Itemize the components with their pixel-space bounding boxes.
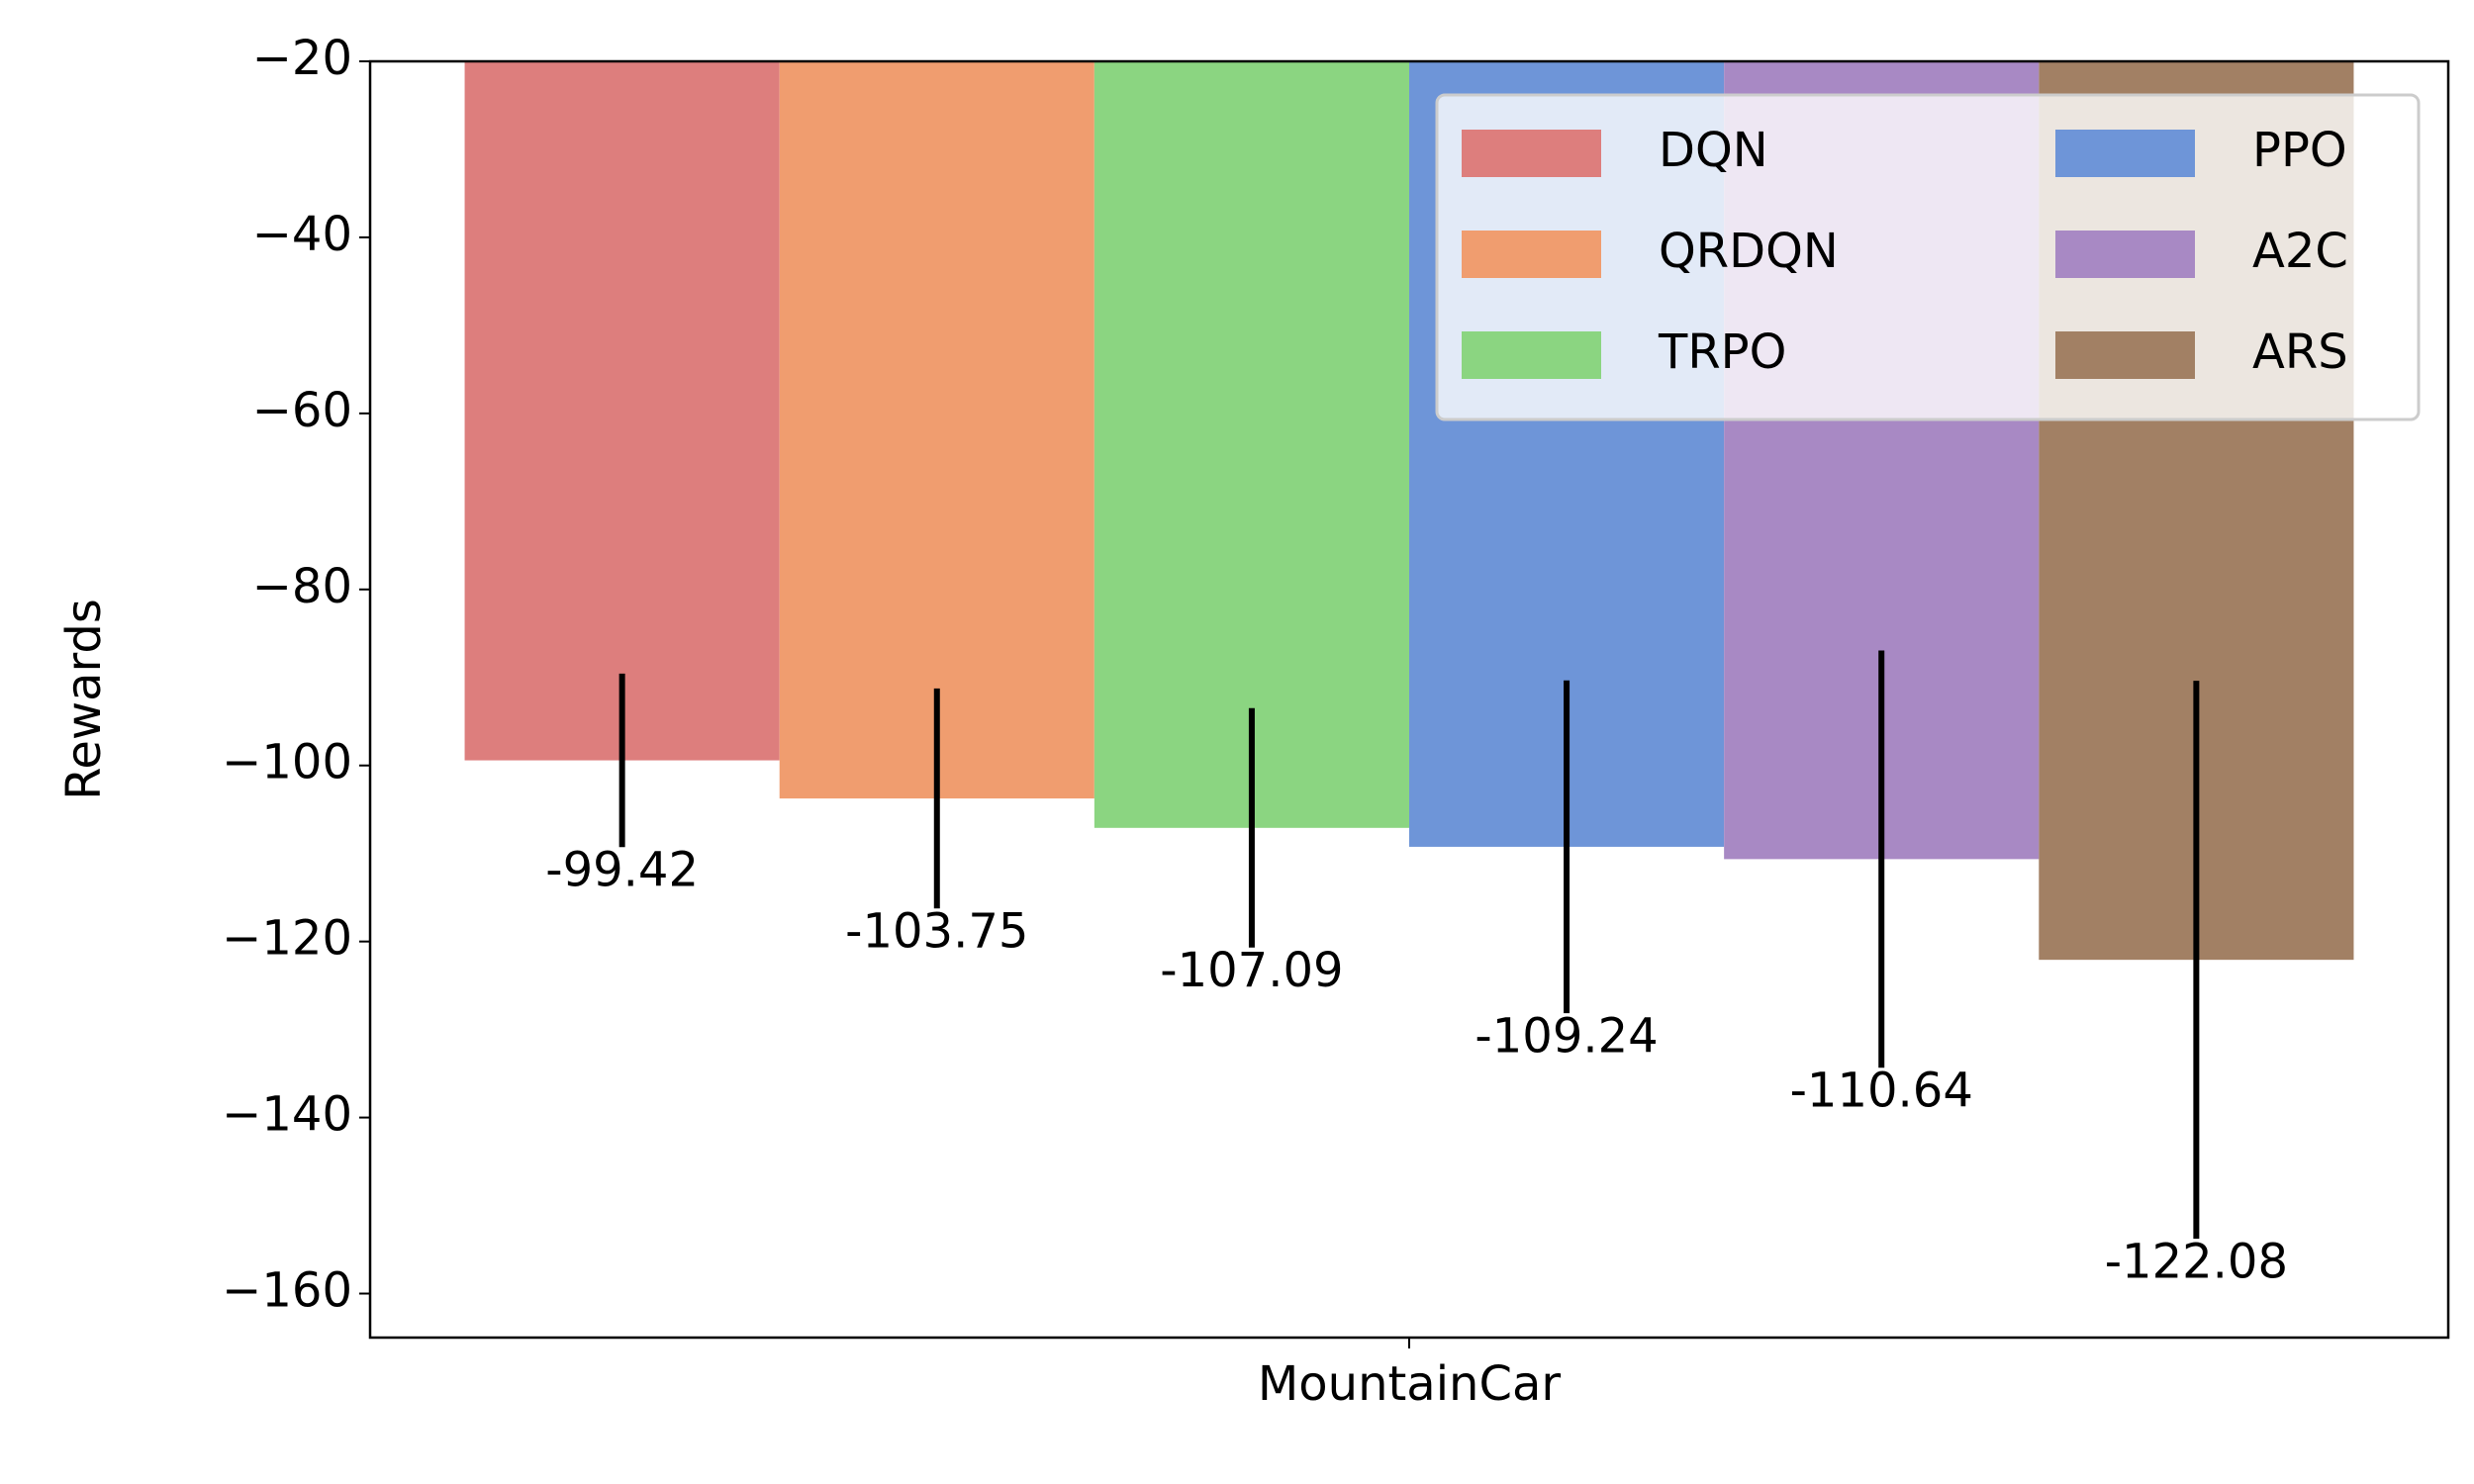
legend-swatch [1462, 130, 1601, 177]
legend-swatch [1462, 331, 1601, 379]
x-tick-label: MountainCar [1258, 1356, 1562, 1412]
legend-label: DQN [1659, 123, 1768, 178]
legend-label: QRDQN [1659, 224, 1839, 279]
legend-swatch [1462, 231, 1601, 278]
value-label: -103.75 [845, 903, 1028, 959]
y-tick-label: −100 [222, 735, 352, 790]
y-tick-label: −40 [252, 207, 352, 262]
y-tick-label: −80 [252, 559, 352, 614]
plot-frame [368, 59, 2450, 1340]
legend-label: PPO [2252, 123, 2347, 178]
y-tick-label: −120 [222, 911, 352, 967]
y-tick-label: −140 [222, 1087, 352, 1143]
legend-swatch [2055, 231, 2195, 278]
bar [779, 61, 1094, 799]
y-tick-label: −160 [222, 1263, 352, 1319]
legend-label: TRPO [1658, 325, 1786, 380]
bar [464, 61, 780, 761]
value-label: -107.09 [1160, 943, 1343, 998]
bar [1094, 61, 1409, 828]
value-label: -99.42 [545, 842, 699, 897]
value-label: -122.08 [2105, 1234, 2288, 1289]
value-label: -110.64 [1790, 1063, 1973, 1118]
legend-swatch [2055, 331, 2195, 379]
legend-swatch [2055, 130, 2195, 177]
y-tick-label: −20 [252, 31, 352, 86]
value-label: -109.24 [1475, 1008, 1658, 1064]
y-tick-label: −60 [252, 383, 352, 438]
legend-label: A2C [2252, 224, 2348, 279]
legend-label: ARS [2252, 325, 2348, 380]
y-axis-label: Rewards [56, 599, 112, 800]
